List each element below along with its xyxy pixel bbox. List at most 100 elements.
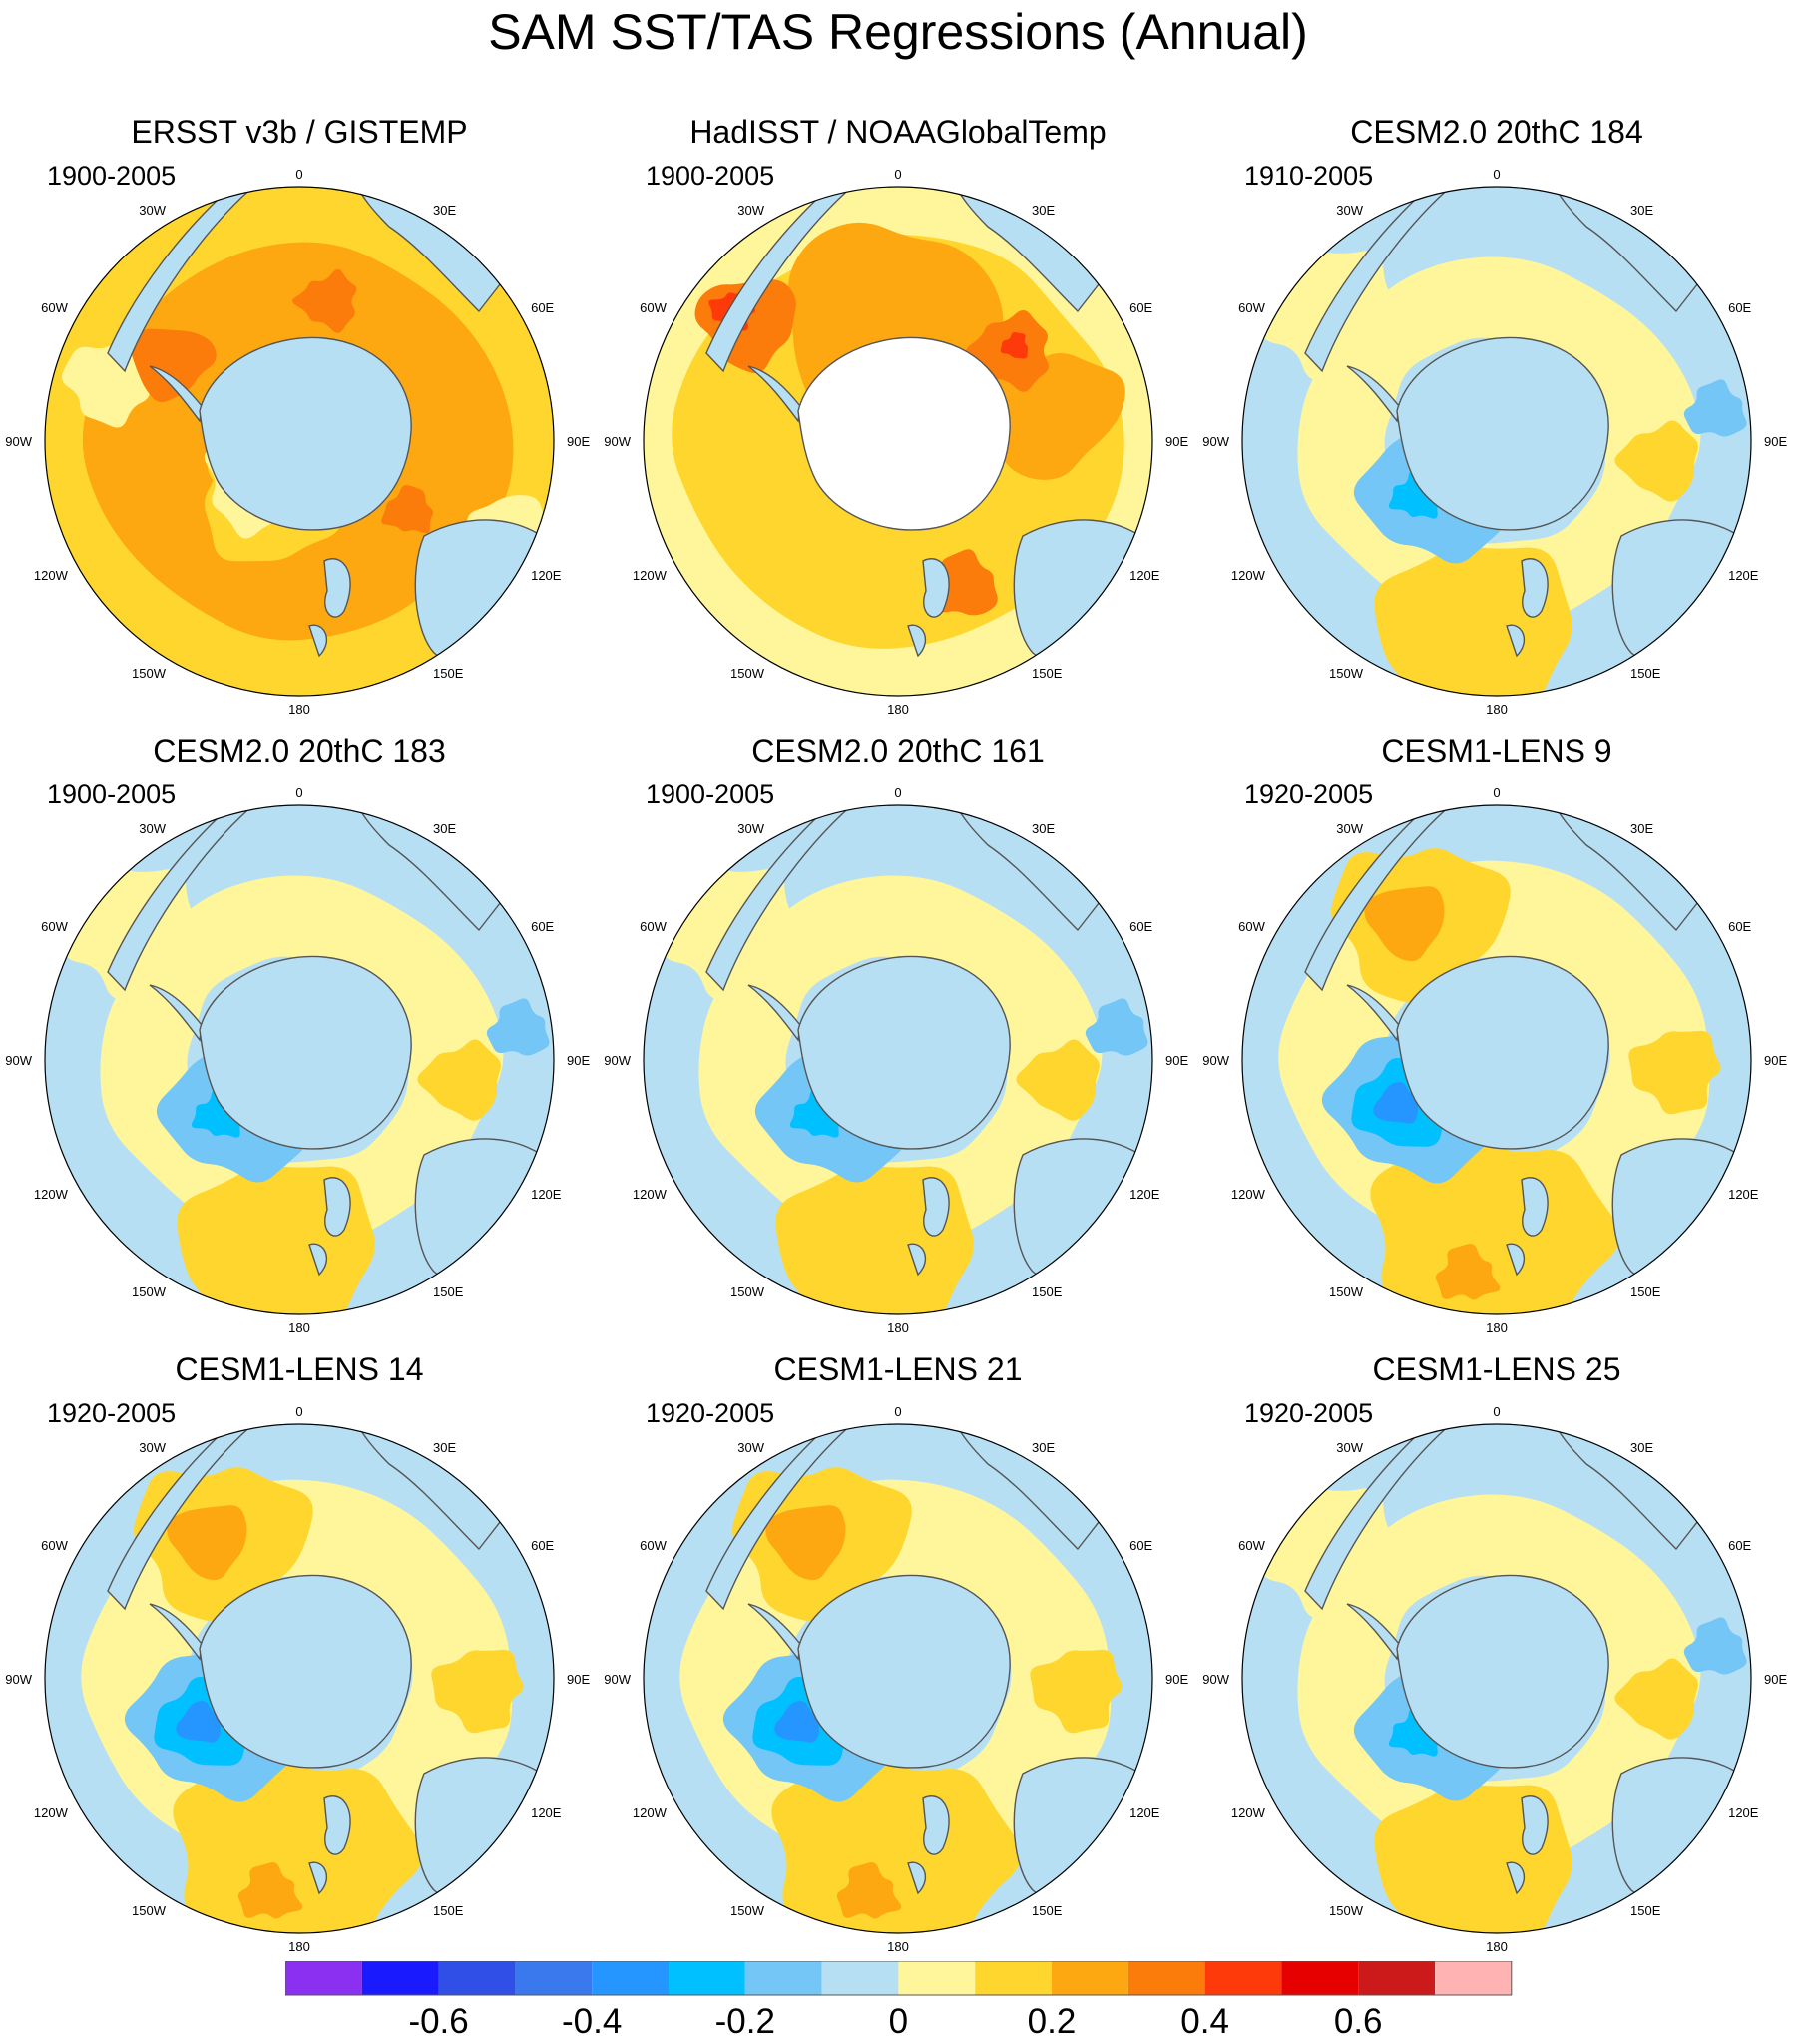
land-mass: [1304, 805, 1461, 992]
map-panel: 0 30E 60E 90E 120E 150E 180 150W 120W 90W 60W 30W Ha…: [599, 112, 1197, 731]
contour-region: [1364, 886, 1445, 962]
longitude-label: 60E: [1129, 1538, 1152, 1553]
contour-region: [486, 998, 550, 1056]
longitude-label: 180: [288, 1939, 310, 1954]
contour-region: [1373, 1081, 1419, 1124]
colorbar-swatch: [1358, 1961, 1435, 1995]
map-panel: 0 30E 60E 90E 120E 150E 180 150W 120W 90W 60W 30W CE…: [1197, 731, 1796, 1349]
contour-region: [1614, 1658, 1698, 1740]
contour-region: [836, 1862, 902, 1919]
longitude-label: 120E: [1728, 1187, 1759, 1202]
longitude-label: 120W: [633, 1805, 668, 1820]
contour-region: [1000, 331, 1029, 359]
longitude-label: 150E: [433, 1284, 464, 1299]
colorbar-swatch: [744, 1961, 822, 1995]
contour-region: [775, 1165, 974, 1314]
land-mass: [1304, 187, 1461, 373]
map-panel: 0 30E 60E 90E 120E 150E 180 150W 120W 90W 60W 30W CE…: [0, 731, 599, 1349]
contour-region: [1085, 998, 1148, 1056]
longitude-label: 120E: [1728, 1805, 1759, 1820]
map-border: [643, 186, 1153, 697]
longitude-label: 90W: [1202, 1672, 1229, 1687]
contour-region: [173, 1749, 423, 1933]
longitude-label: 150W: [730, 666, 765, 681]
longitude-label: 120W: [1231, 568, 1266, 583]
longitude-label: 60W: [640, 300, 667, 315]
contour-region: [765, 1505, 846, 1581]
panel-period: 1920-2005: [47, 1398, 177, 1428]
contour-region: [130, 328, 217, 403]
longitude-label: 180: [887, 1939, 909, 1954]
panel-title: CESM1-LENS 9: [1381, 733, 1612, 768]
map-border: [1241, 1423, 1752, 1934]
land-mass: [308, 558, 351, 658]
longitude-label: 0: [1493, 167, 1500, 182]
field-layer: [45, 805, 554, 1314]
polar-map: 0 30E 60E 90E 120E 150E 180 150W 120W 90W 60W 30W: [1202, 1404, 1787, 1954]
longitude-label: 90E: [1764, 434, 1787, 449]
colorbar-frame: [285, 1961, 1513, 1996]
longitude-label: 150W: [1329, 666, 1364, 681]
longitude-label: 120W: [34, 1187, 69, 1202]
map-border: [643, 804, 1153, 1315]
colorbar-swatch: [975, 1961, 1052, 1995]
land-mass: [1506, 1795, 1549, 1895]
longitude-label: 30E: [433, 821, 456, 836]
longitude-label: 30E: [1032, 821, 1055, 836]
longitude-label: 60E: [1728, 300, 1751, 315]
contour-region: [176, 1700, 222, 1743]
land-mass: [1013, 1138, 1152, 1285]
colorbar-tick-label: 0.6: [1334, 2002, 1383, 2041]
longitude-label: 150W: [132, 1903, 167, 1918]
longitude-label: 180: [1486, 1320, 1508, 1335]
longitude-label: 30E: [1032, 1440, 1055, 1455]
longitude-label: 90E: [567, 1053, 590, 1068]
land-mass: [1506, 1177, 1549, 1277]
contour-region: [381, 484, 434, 534]
longitude-label: 120E: [1129, 1187, 1160, 1202]
land-mass: [1611, 1757, 1751, 1904]
longitude-label: 150E: [1032, 1284, 1063, 1299]
field-layer: [45, 1424, 554, 1933]
longitude-label: 90E: [567, 1672, 590, 1687]
longitude-label: 150E: [1630, 666, 1661, 681]
land-mass: [1506, 558, 1549, 658]
map-border: [1241, 804, 1752, 1315]
contour-region: [1370, 1130, 1620, 1314]
longitude-label: 180: [288, 702, 310, 717]
longitude-label: 30W: [737, 203, 764, 218]
colorbar-swatch: [1204, 1961, 1282, 1995]
longitude-label: 90E: [1764, 1053, 1787, 1068]
longitude-label: 90W: [604, 1672, 631, 1687]
longitude-label: 180: [288, 1320, 310, 1335]
longitude-label: 150W: [730, 1903, 765, 1918]
colorbar-swatch: [821, 1961, 899, 1995]
land-layer: [1304, 1424, 1751, 1904]
panel-title: CESM1-LENS 21: [773, 1351, 1023, 1387]
longitude-label: 150E: [1630, 1284, 1661, 1299]
longitude-label: 60W: [1238, 1538, 1265, 1553]
land-mass: [308, 1177, 351, 1277]
colorbar-swatch: [592, 1961, 669, 1995]
map-panel: 0 30E 60E 90E 120E 150E 180 150W 120W 90W 60W 30W ER…: [0, 112, 599, 731]
longitude-label: 30W: [1336, 1440, 1363, 1455]
longitude-label: 180: [887, 1320, 909, 1335]
colorbar-swatch: [669, 1961, 745, 1995]
panel-title: ERSST v3b / GISTEMP: [131, 114, 468, 150]
longitude-label: 120E: [531, 1187, 562, 1202]
longitude-label: 60E: [531, 300, 554, 315]
field-layer: [1242, 187, 1751, 696]
map-border: [1241, 186, 1752, 697]
panel-period: 1920-2005: [646, 1398, 775, 1428]
longitude-label: 60W: [41, 919, 68, 934]
panel-period: 1900-2005: [47, 161, 177, 191]
field-layer: [644, 805, 1152, 1314]
field-layer: [644, 187, 1152, 696]
longitude-label: 120W: [633, 568, 668, 583]
longitude-label: 90W: [1202, 434, 1229, 449]
land-mass: [414, 1757, 554, 1904]
land-mass: [1304, 1424, 1461, 1611]
map-border: [44, 186, 555, 697]
longitude-label: 150E: [433, 1903, 464, 1918]
land-mass: [1013, 519, 1152, 667]
